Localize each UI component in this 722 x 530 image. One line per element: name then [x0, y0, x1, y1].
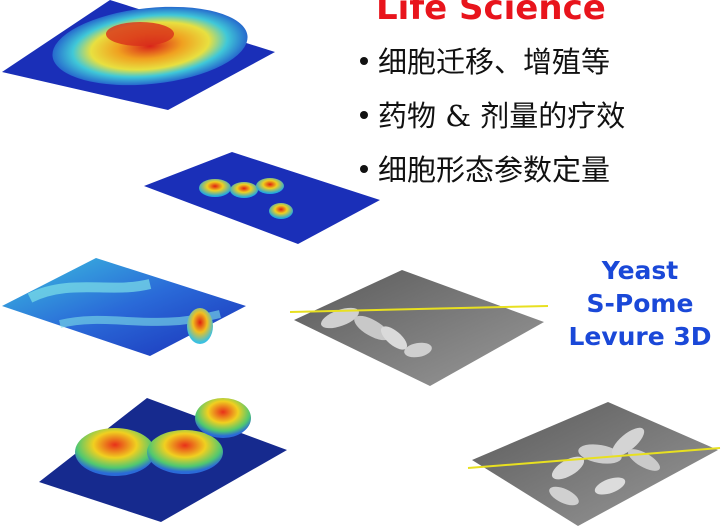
bullet-dot-icon	[360, 57, 368, 65]
cell-migration-3d-plot	[2, 258, 246, 356]
yeast-strain-label: S-Pome	[586, 289, 694, 318]
cell-colony-3d-plot	[2, 0, 275, 110]
bullet-text: 细胞迁移、增殖等	[378, 45, 611, 79]
bullet-dot-icon	[360, 111, 368, 119]
cell-cluster-3d-plot	[39, 398, 287, 522]
bullet-list: 细胞迁移、增殖等 药物 & 剂量的疗效 细胞形态参数定量	[356, 42, 625, 204]
bullet-dot-icon	[360, 165, 368, 173]
yeast-3d-plot-bottom	[467, 402, 721, 526]
bullet-item: 细胞迁移、增殖等	[356, 42, 625, 96]
bullet-item: 细胞形态参数定量	[356, 150, 625, 204]
cells-peaks-3d-plot	[144, 152, 380, 244]
bullet-text: 细胞形态参数定量	[378, 153, 611, 187]
bullet-item: 药物 & 剂量的疗效	[356, 96, 625, 150]
section-title: Life Science	[376, 0, 606, 28]
yeast-caption: Yeast S-Pome Levure 3D	[560, 254, 720, 353]
yeast-view-label: Levure 3D	[568, 322, 712, 351]
bullet-text: 药物 & 剂量的疗效	[378, 99, 626, 133]
yeast-label: Yeast	[601, 256, 679, 285]
yeast-3d-plot-top	[289, 270, 549, 386]
